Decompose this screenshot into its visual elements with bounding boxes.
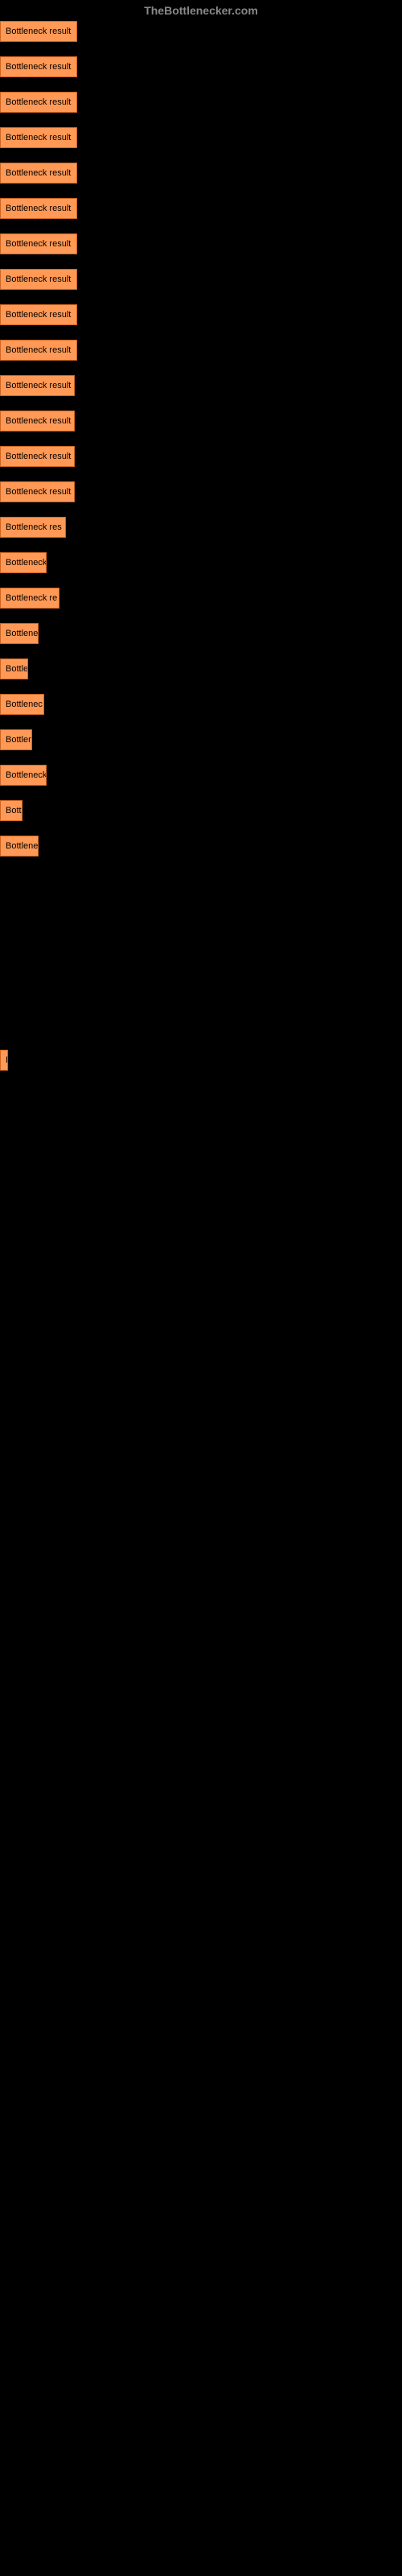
spacer — [0, 290, 402, 304]
bottleneck-bar-15: Bottleneck — [0, 552, 47, 573]
spacer — [0, 148, 402, 163]
spacer — [0, 1071, 402, 1085]
bottleneck-bar-4: Bottleneck result — [0, 163, 77, 184]
spacer — [0, 573, 402, 588]
bottleneck-bar-23: Bottlene — [0, 836, 39, 857]
spacer — [0, 219, 402, 233]
bottleneck-bar-0: Bottleneck result — [0, 21, 77, 42]
bottleneck-bar-10: Bottleneck result — [0, 375, 75, 396]
spacer — [0, 715, 402, 729]
spacer — [0, 609, 402, 623]
spacer — [0, 679, 402, 694]
bottleneck-bar-3: Bottleneck result — [0, 127, 77, 148]
spacer — [0, 821, 402, 836]
bottleneck-bar-14: Bottleneck res — [0, 517, 66, 538]
bars-container: Bottleneck result Bottleneck result Bottle… — [0, 21, 402, 1085]
spacer — [0, 325, 402, 340]
spacer — [0, 538, 402, 552]
bottleneck-bar-24: B — [0, 1050, 8, 1071]
bottleneck-bar-13: Bottleneck result — [0, 481, 75, 502]
spacer — [0, 786, 402, 800]
bottleneck-bar-9: Bottleneck result — [0, 340, 77, 361]
spacer — [0, 42, 402, 56]
spacer — [0, 113, 402, 127]
bottleneck-bar-22: Bott — [0, 800, 23, 821]
bottleneck-bar-5: Bottleneck result — [0, 198, 77, 219]
bottleneck-bar-18: Bottle — [0, 658, 28, 679]
spacer — [0, 254, 402, 269]
bottleneck-bar-16: Bottleneck re — [0, 588, 59, 609]
bottleneck-bar-17: Bottlene — [0, 623, 39, 644]
bottleneck-bar-12: Bottleneck result — [0, 446, 75, 467]
bottleneck-bar-19: Bottlenec — [0, 694, 44, 715]
bottleneck-bar-2: Bottleneck result — [0, 92, 77, 113]
bottleneck-bar-21: Bottleneck — [0, 765, 47, 786]
spacer — [0, 750, 402, 765]
bottleneck-bar-6: Bottleneck result — [0, 233, 77, 254]
spacer — [0, 184, 402, 198]
spacer — [0, 396, 402, 411]
bottleneck-bar-8: Bottleneck result — [0, 304, 77, 325]
spacer — [0, 431, 402, 446]
spacer — [0, 467, 402, 481]
spacer — [0, 857, 402, 1050]
spacer — [0, 502, 402, 517]
bottleneck-bar-1: Bottleneck result — [0, 56, 77, 77]
spacer — [0, 644, 402, 658]
page-title: TheBottlenecker.com — [0, 0, 402, 21]
spacer — [0, 77, 402, 92]
spacer — [0, 361, 402, 375]
bottleneck-bar-20: Bottlen — [0, 729, 32, 750]
bottleneck-bar-7: Bottleneck result — [0, 269, 77, 290]
bottleneck-bar-11: Bottleneck result — [0, 411, 75, 431]
